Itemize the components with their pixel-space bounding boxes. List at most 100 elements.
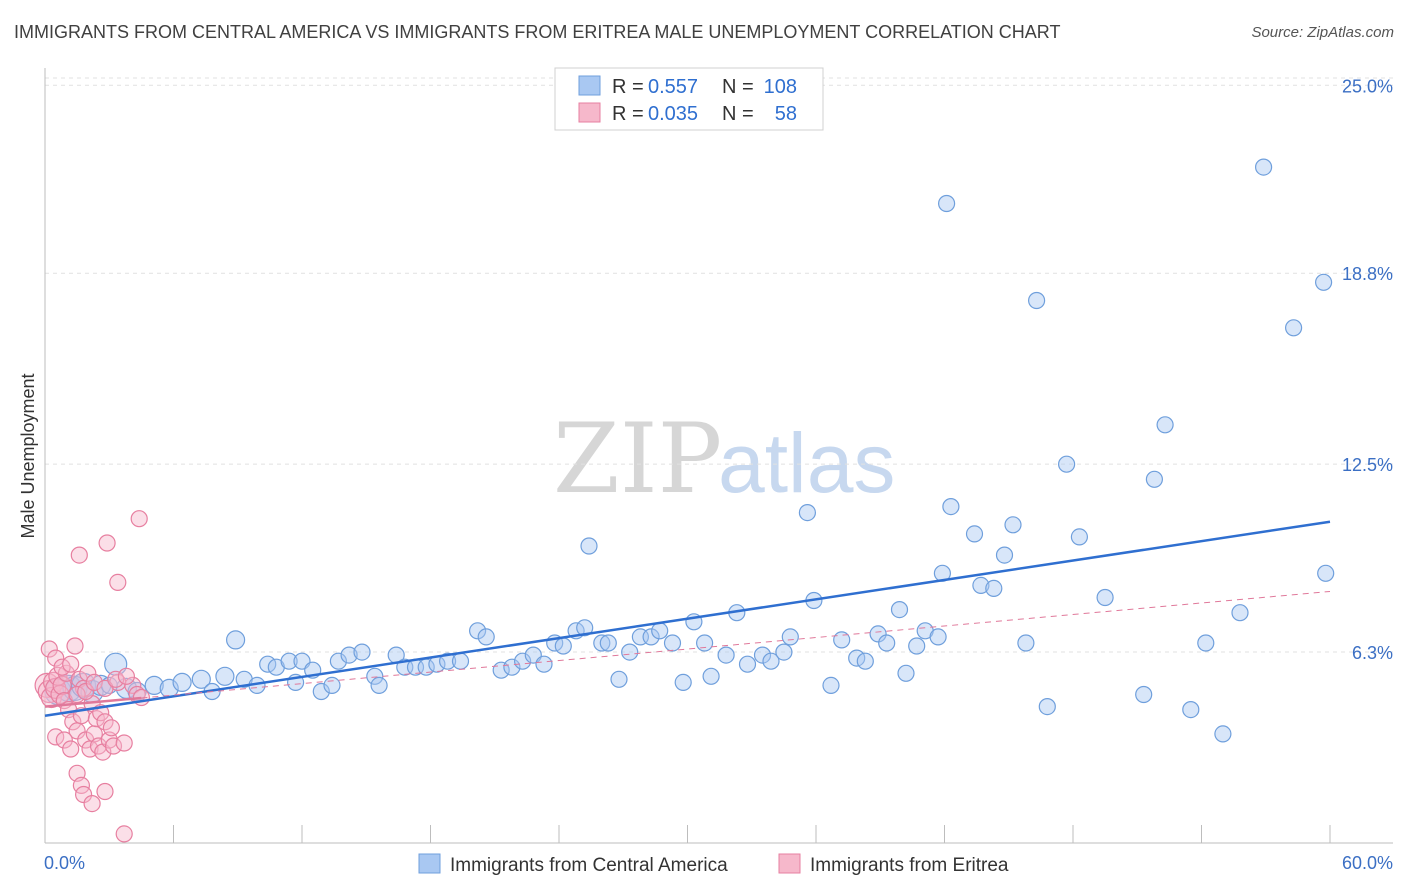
point-central-america [942, 498, 960, 516]
point-eritrea [83, 794, 101, 813]
point-eritrea [55, 731, 73, 749]
point-central-america [226, 630, 246, 650]
watermark-atlas: atlas [718, 416, 895, 510]
point-central-america [172, 672, 192, 693]
y-tick-label: 6.3% [1352, 643, 1393, 663]
point-central-america [738, 655, 757, 673]
point-central-america [965, 525, 984, 543]
point-central-america [651, 622, 669, 640]
point-central-america [1096, 588, 1114, 607]
point-eritrea [117, 667, 136, 685]
point-central-america [340, 646, 358, 664]
point-central-america [1182, 700, 1200, 719]
point-central-america [897, 664, 915, 682]
point-central-america [753, 646, 772, 664]
point-central-america [1214, 725, 1232, 743]
point-central-america [503, 658, 521, 676]
point-central-america [833, 631, 851, 649]
data-points [34, 158, 1335, 843]
point-central-america [144, 675, 164, 696]
watermark-zip: ZIP [553, 403, 722, 515]
point-central-america [674, 673, 692, 692]
source-label: Source: ZipAtlas.com [1251, 24, 1394, 41]
stats-legend: R = 0.557 N = 108 R = 0.035 N = 58 [554, 67, 824, 131]
point-central-america [469, 622, 487, 640]
y-tick-label: 12.5% [1342, 455, 1393, 475]
point-central-america [1004, 516, 1022, 534]
point-central-america [642, 628, 660, 646]
point-central-america [370, 676, 388, 695]
stats-n-value-2: 58 [775, 103, 797, 125]
point-central-america [621, 643, 639, 661]
point-central-america [929, 628, 947, 646]
point-central-america [323, 676, 341, 695]
point-eritrea [96, 782, 114, 801]
stats-n-label-2: N = [722, 103, 754, 125]
point-eritrea [77, 682, 95, 701]
legend-swatch-central-america [418, 853, 441, 874]
point-central-america [439, 652, 457, 670]
point-eritrea [115, 825, 133, 843]
point-eritrea [40, 640, 58, 658]
y-tick-labels: 6.3% 12.5% 18.8% 25.0% [1342, 76, 1393, 663]
point-eritrea [104, 737, 123, 755]
point-central-america [1231, 604, 1249, 622]
point-central-america [593, 634, 611, 652]
stats-r-value-2: 0.035 [648, 103, 698, 125]
point-central-america [781, 628, 799, 646]
point-central-america [663, 634, 682, 652]
point-central-america [610, 670, 628, 688]
point-central-america [535, 655, 553, 673]
point-eritrea [98, 534, 116, 552]
point-central-america [580, 537, 598, 555]
point-central-america [937, 194, 956, 213]
stats-r-value-1: 0.557 [648, 76, 698, 98]
series-legend: Immigrants from Central America Immigran… [418, 853, 1009, 876]
point-central-america [878, 634, 896, 652]
point-central-america [1156, 416, 1174, 434]
point-central-america [1038, 697, 1056, 716]
point-central-america [1197, 634, 1215, 652]
point-central-america [451, 652, 470, 670]
point-eritrea [70, 546, 88, 564]
point-eritrea [96, 713, 114, 731]
point-central-america [762, 652, 780, 670]
point-eritrea [102, 719, 121, 737]
point-eritrea [85, 673, 103, 692]
point-central-america [1135, 685, 1153, 704]
point-central-america [215, 666, 235, 686]
point-central-america [1254, 158, 1273, 176]
x-tick-label-min: 0.0% [44, 853, 85, 873]
legend-swatch-eritrea [778, 853, 801, 874]
point-eritrea [115, 734, 133, 752]
x-tick-label-max: 60.0% [1342, 853, 1393, 873]
point-central-america [554, 637, 572, 655]
point-central-america [1284, 319, 1303, 337]
point-eritrea [47, 649, 65, 667]
axes [44, 68, 1393, 844]
y-tick-label: 25.0% [1342, 76, 1393, 96]
point-central-america [798, 503, 817, 522]
point-central-america [280, 652, 298, 670]
point-central-america [775, 643, 793, 661]
point-central-america [1314, 273, 1333, 291]
point-central-america [856, 652, 874, 670]
series-eritrea [34, 510, 150, 843]
point-central-america [1017, 634, 1035, 652]
point-eritrea [66, 637, 84, 655]
point-central-america [822, 676, 840, 695]
point-central-america [1057, 455, 1076, 473]
point-central-america [1070, 528, 1089, 546]
point-central-america [995, 546, 1014, 564]
point-central-america [972, 576, 990, 595]
point-central-america [1317, 564, 1335, 582]
y-axis-label: Male Unemployment [18, 373, 38, 538]
point-central-america [717, 646, 735, 664]
stats-legend-swatch-central-america [578, 75, 601, 96]
point-central-america [908, 637, 926, 655]
point-eritrea [124, 676, 142, 695]
point-central-america [191, 669, 211, 689]
point-central-america [513, 652, 532, 670]
point-central-america [353, 643, 371, 661]
